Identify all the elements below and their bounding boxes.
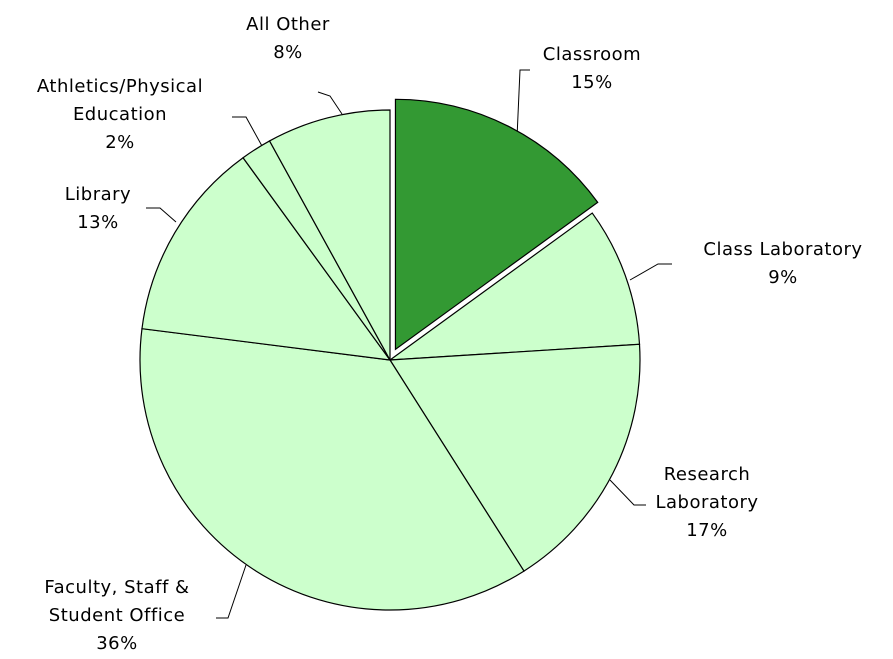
value-label: 8% <box>273 42 303 63</box>
leader-line <box>629 263 672 281</box>
value-label: 9% <box>768 267 798 288</box>
slice-label: Classroom 15% <box>512 41 672 97</box>
slice-label: Athletics/Physical Education 2% <box>0 73 240 157</box>
category-label: Library <box>64 184 132 205</box>
leader-line <box>609 479 646 506</box>
slice-label: Research Laboratory 17% <box>637 461 777 545</box>
slice-label: Class Laboratory 9% <box>668 236 893 292</box>
value-label: 36% <box>96 633 138 654</box>
leader-lines <box>146 69 672 619</box>
pie-slice <box>141 156 392 361</box>
leader-line <box>232 116 263 147</box>
pie-slice <box>139 327 525 611</box>
leader-line <box>317 91 343 115</box>
value-label: 17% <box>686 520 728 541</box>
category-label: Research Laboratory <box>655 464 759 513</box>
pie-slice <box>387 212 641 361</box>
leader-line <box>515 69 530 161</box>
slice-label: Faculty, Staff & Student Office 36% <box>12 574 222 658</box>
leader-line <box>146 207 177 223</box>
value-label: 2% <box>105 132 135 153</box>
category-label: Class Laboratory <box>703 239 863 260</box>
slice-label: All Other 8% <box>213 11 363 67</box>
category-label: Faculty, Staff & Student Office <box>44 577 190 626</box>
category-label: All Other <box>246 14 330 35</box>
pie-slice <box>268 109 391 361</box>
pie-slice <box>394 98 599 351</box>
slice-label: Library 13% <box>38 181 158 237</box>
category-label: Athletics/Physical Education <box>36 76 204 125</box>
value-label: 15% <box>571 72 613 93</box>
value-label: 13% <box>77 212 119 233</box>
category-label: Classroom <box>542 44 642 65</box>
pie-slice <box>388 343 641 572</box>
leader-line <box>216 564 247 619</box>
